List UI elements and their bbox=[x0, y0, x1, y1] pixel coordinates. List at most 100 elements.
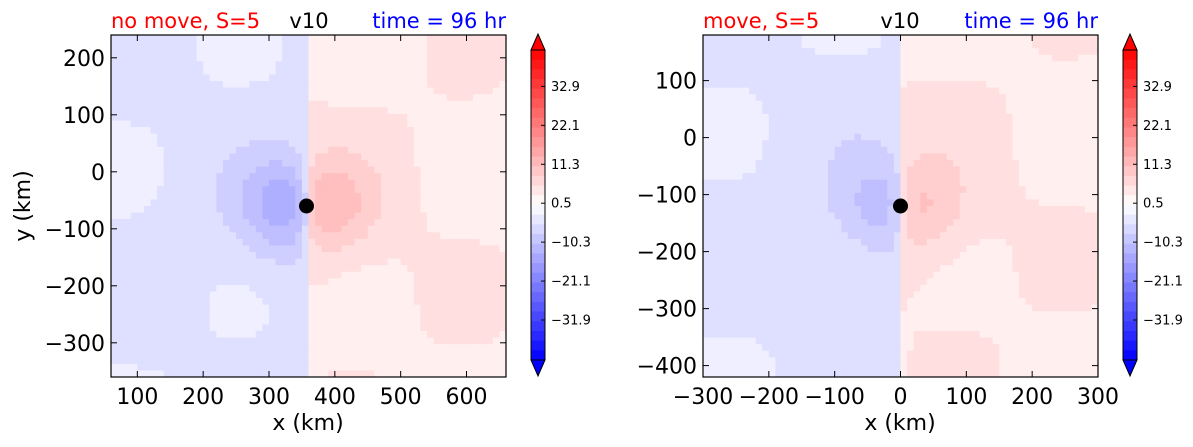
contour-cell bbox=[926, 94, 935, 102]
contour-cell bbox=[1032, 94, 1040, 102]
contour-cell bbox=[854, 67, 862, 76]
contour-cell bbox=[440, 74, 448, 82]
contour-cell bbox=[433, 41, 441, 49]
contour-cell bbox=[190, 54, 198, 62]
contour-cell bbox=[433, 35, 441, 43]
contour-cell bbox=[420, 225, 428, 233]
contour-cell bbox=[321, 206, 329, 214]
contour-cell bbox=[374, 232, 382, 240]
contour-cell bbox=[440, 344, 448, 352]
contour-cell bbox=[492, 232, 501, 240]
contour-cell bbox=[459, 94, 468, 102]
contour-cell bbox=[157, 199, 165, 207]
contour-cell bbox=[328, 113, 336, 122]
contour-cell bbox=[361, 284, 369, 293]
contour-cell bbox=[459, 41, 468, 49]
contour-cell bbox=[400, 232, 408, 240]
contour-cell bbox=[453, 159, 461, 168]
contour-cell bbox=[130, 232, 138, 240]
contour-cell bbox=[959, 192, 967, 201]
contour-cell bbox=[1078, 35, 1086, 43]
contour-cell bbox=[1084, 54, 1093, 62]
contour-cell bbox=[275, 74, 283, 82]
contour-cell bbox=[821, 159, 829, 168]
contour-cell bbox=[117, 153, 125, 161]
contour-cell bbox=[795, 173, 803, 181]
contour-cell bbox=[321, 245, 329, 253]
contour-cell bbox=[209, 127, 217, 135]
contour-cell bbox=[427, 258, 435, 266]
contour-cell bbox=[124, 265, 132, 273]
contour-cell bbox=[466, 363, 474, 372]
contour-cell bbox=[341, 258, 349, 266]
contour-cell bbox=[222, 100, 231, 108]
contour-cell bbox=[354, 179, 362, 187]
contour-cell bbox=[907, 219, 915, 227]
contour-cell bbox=[716, 48, 724, 56]
contour-cell bbox=[328, 48, 336, 56]
contour-cell bbox=[163, 298, 171, 306]
contour-cell bbox=[222, 225, 231, 233]
contour-cell bbox=[940, 173, 948, 181]
contour-cell bbox=[722, 199, 730, 207]
contour-cell bbox=[473, 67, 481, 76]
contour-cell bbox=[328, 94, 336, 102]
contour-cell bbox=[143, 35, 152, 43]
contour-cell bbox=[709, 159, 717, 168]
contour-cell bbox=[315, 120, 323, 128]
contour-cell bbox=[328, 271, 336, 279]
contour-cell bbox=[222, 252, 231, 260]
contour-cell bbox=[440, 166, 448, 174]
contour-cell bbox=[446, 317, 454, 325]
contour-cell bbox=[946, 219, 954, 227]
contour-cell bbox=[1025, 179, 1033, 187]
contour-cell bbox=[1012, 166, 1020, 174]
contour-cell bbox=[907, 54, 915, 62]
contour-cell bbox=[992, 41, 1000, 49]
contour-cell bbox=[183, 219, 191, 227]
contour-cell bbox=[117, 133, 125, 141]
contour-cell bbox=[288, 94, 296, 102]
contour-cell bbox=[486, 153, 494, 161]
contour-cell bbox=[887, 120, 895, 128]
contour-cell bbox=[722, 87, 730, 95]
contour-cell bbox=[427, 133, 435, 141]
contour-cell bbox=[262, 81, 270, 89]
contour-cell bbox=[301, 344, 310, 352]
contour-cell bbox=[992, 186, 1000, 194]
contour-cell bbox=[466, 146, 474, 154]
contour-cell bbox=[269, 245, 277, 253]
contour-cell bbox=[143, 357, 152, 365]
contour-cell bbox=[762, 212, 770, 220]
contour-cell bbox=[440, 258, 448, 266]
contour-cell bbox=[380, 284, 389, 293]
contour-cell bbox=[1032, 87, 1040, 95]
contour-cell bbox=[222, 284, 231, 293]
contour-cell bbox=[124, 330, 132, 339]
contour-cell bbox=[926, 173, 935, 181]
contour-cell bbox=[900, 87, 908, 95]
contour-cell bbox=[315, 370, 323, 377]
contour-cell bbox=[959, 81, 967, 89]
contour-cell bbox=[341, 330, 349, 339]
contour-cell bbox=[979, 87, 987, 95]
contour-cell bbox=[433, 252, 441, 260]
contour-cell bbox=[808, 81, 816, 89]
contour-cell bbox=[768, 48, 777, 56]
contour-cell bbox=[1005, 81, 1014, 89]
contour-cell bbox=[308, 232, 316, 240]
contour-cell bbox=[499, 113, 506, 122]
contour-cell bbox=[163, 363, 171, 372]
contour-cell bbox=[735, 87, 744, 95]
contour-cell bbox=[209, 186, 217, 194]
contour-cell bbox=[900, 113, 908, 122]
contour-cell bbox=[262, 278, 270, 286]
contour-cell bbox=[229, 350, 237, 358]
contour-cell bbox=[236, 370, 244, 377]
contour-cell bbox=[124, 344, 132, 352]
contour-cell bbox=[1019, 100, 1027, 108]
contour-cell bbox=[788, 74, 796, 82]
contour-cell bbox=[453, 107, 461, 115]
contour-cell bbox=[143, 173, 152, 181]
contour-cell bbox=[288, 350, 296, 358]
